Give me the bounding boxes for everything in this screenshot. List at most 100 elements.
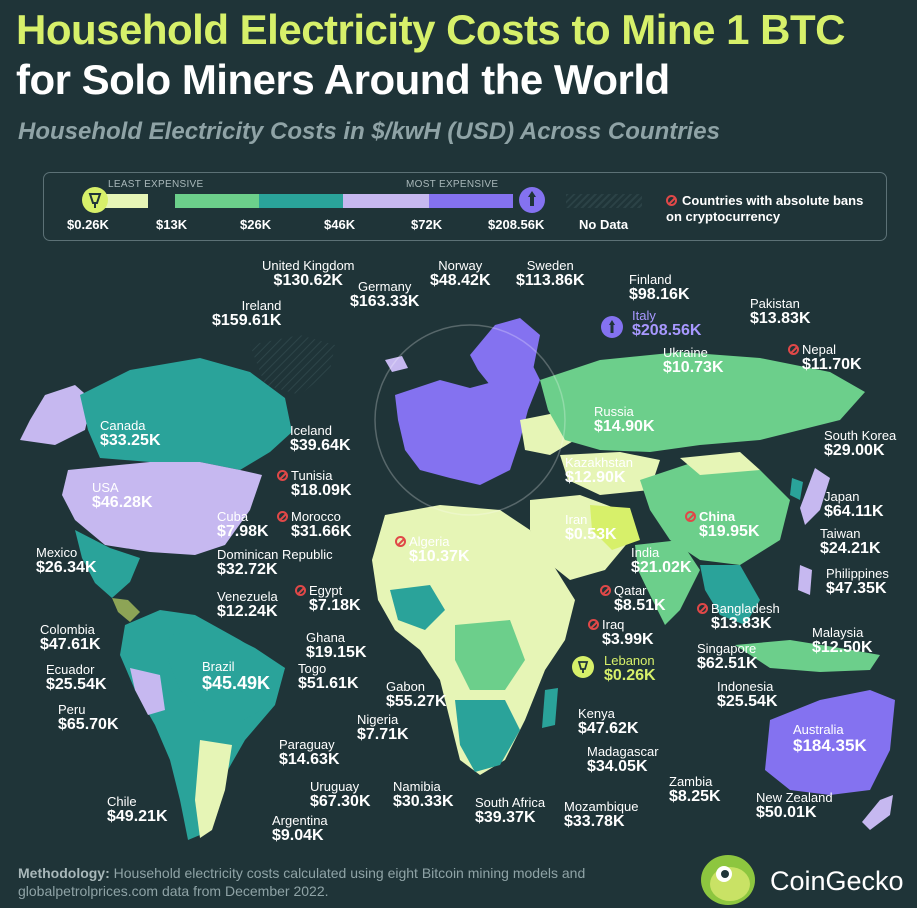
label-mozambique: Mozambique $33.78K <box>564 799 639 830</box>
label-namibia: Namibia $30.33K <box>393 779 454 810</box>
label-norway: Norway $48.42K <box>430 258 491 289</box>
label-japan: Japan $64.11K <box>824 489 884 520</box>
label-iraq: Iraq $3.99K <box>588 618 654 648</box>
title-line-2: for Solo Miners Around the World <box>16 56 670 103</box>
label-tunisia: Tunisia $18.09K <box>277 469 352 499</box>
methodology-note: Methodology: Household electricity costs… <box>18 864 718 900</box>
ban-icon <box>697 603 708 614</box>
label-china: China $19.95K <box>685 510 760 540</box>
label-qatar: Qatar $8.51K <box>600 584 666 614</box>
title-line-1: Household Electricity Costs to Mine 1 BT… <box>16 6 845 53</box>
legend-tick-5: $72K <box>411 217 443 232</box>
lebanon-low-icon <box>572 656 594 678</box>
label-venezuela: Venezuela $12.24K <box>217 589 278 620</box>
japan-shape <box>800 468 830 525</box>
label-indonesia: Indonesia $25.54K <box>717 679 778 710</box>
ban-icon <box>588 619 599 630</box>
legend-tick-3: $26K <box>240 217 272 232</box>
mongolia-shape <box>680 452 760 475</box>
legend-no-data-label: No Data <box>579 217 629 232</box>
label-zambia: Zambia $8.25K <box>669 774 721 805</box>
ban-icon <box>666 195 677 206</box>
label-algeria: Algeria $10.37K <box>395 535 470 565</box>
canada-shape <box>80 358 292 470</box>
gecko-icon <box>701 855 755 905</box>
brand-name: CoinGecko <box>770 866 904 896</box>
australia-shape <box>765 690 895 795</box>
label-uruguay: Uruguay $67.30K <box>310 779 371 810</box>
label-morocco: Morocco $31.66K <box>277 510 352 540</box>
label-new-zealand: New Zealand $50.01K <box>756 790 833 821</box>
label-usa: USA $46.28K <box>92 480 153 511</box>
label-dominican-republic: Dominican Republic $32.72K <box>217 547 333 578</box>
europe-zoom-circle <box>374 324 566 516</box>
label-russia: Russia $14.90K <box>594 404 655 435</box>
label-cuba: Cuba $7.98K <box>217 509 269 540</box>
ban-icon <box>788 344 799 355</box>
central-africa-shape <box>455 620 525 690</box>
label-iceland: Iceland $39.64K <box>290 423 351 454</box>
label-ghana: Ghana $19.15K <box>306 630 367 661</box>
methodology-text: Household electricity costs calculated u… <box>18 865 586 899</box>
most-expensive-marker-icon <box>519 187 545 213</box>
china-shape <box>640 460 790 565</box>
legend-swatch-3 <box>259 194 343 208</box>
label-australia: Australia $184.35K <box>793 722 867 755</box>
label-nepal: Nepal $11.70K <box>788 343 862 373</box>
label-colombia: Colombia $47.61K <box>40 622 101 653</box>
usa-shape <box>62 462 262 555</box>
peru-shape <box>130 668 165 715</box>
label-italy: Italy $208.56K <box>632 308 702 339</box>
legend-swatch-2 <box>175 194 259 208</box>
label-ukraine: Ukraine $10.73K <box>663 345 724 376</box>
india-shape <box>635 540 700 625</box>
label-peru: Peru $65.70K <box>58 702 119 733</box>
madagascar-shape <box>542 688 558 728</box>
southeast-asia-shape <box>700 565 760 625</box>
label-paraguay: Paraguay $14.63K <box>279 737 340 768</box>
label-egypt: Egypt $7.18K <box>295 584 361 614</box>
label-chile: Chile $49.21K <box>107 794 168 825</box>
legend-ban: Countries with absolute bans on cryptocu… <box>666 193 878 225</box>
label-united-kingdom: United Kingdom $130.62K <box>262 258 355 289</box>
label-south-africa: South Africa $39.37K <box>475 795 546 826</box>
new-zealand-shape <box>862 795 893 830</box>
legend-most-label: MOST EXPENSIVE <box>406 179 499 190</box>
central-america-shape <box>112 598 140 622</box>
ban-icon <box>395 536 406 547</box>
legend-tick-2: $13K <box>156 217 188 232</box>
label-kenya: Kenya $47.62K <box>578 706 639 737</box>
label-malaysia: Malaysia $12.50K <box>812 625 873 656</box>
europe-shape <box>395 360 540 485</box>
label-gabon: Gabon $55.27K <box>386 679 447 710</box>
legend-tick-4: $46K <box>324 217 356 232</box>
west-africa-shape <box>390 585 445 630</box>
label-philippines: Philippines $47.35K <box>826 566 889 597</box>
philippines-shape <box>798 565 812 595</box>
iran-shape <box>590 505 640 550</box>
brazil-shape <box>168 628 285 722</box>
label-ireland: Ireland $159.61K <box>212 298 282 329</box>
legend-tick-6: $208.56K <box>488 217 545 232</box>
iceland-shape <box>385 356 408 372</box>
label-pakistan: Pakistan $13.83K <box>750 296 811 327</box>
italy-high-icon <box>601 316 623 338</box>
label-canada: Canada $33.25K <box>100 418 161 449</box>
label-argentina: Argentina $9.04K <box>272 813 328 844</box>
label-brazil: Brazil $45.49K <box>202 659 271 693</box>
label-mexico: Mexico $26.34K <box>36 545 97 576</box>
legend-swatch-5 <box>429 194 513 208</box>
legend: LEAST EXPENSIVE MOST EXPENSIVE $0.26K $1… <box>43 172 887 241</box>
legend-ban-label: Countries with absolute bans on cryptocu… <box>666 193 864 224</box>
legend-least-label: LEAST EXPENSIVE <box>108 179 204 190</box>
coingecko-logo: CoinGecko <box>696 852 906 908</box>
alaska-shape <box>20 385 92 445</box>
label-madagascar: Madagascar $34.05K <box>587 744 659 775</box>
legend-no-data-swatch <box>566 194 642 208</box>
ban-icon <box>277 511 288 522</box>
least-expensive-marker-icon <box>82 187 108 213</box>
russia-shape <box>540 352 865 452</box>
ban-icon <box>685 511 696 522</box>
methodology-label: Methodology: <box>18 865 110 881</box>
uk-shape <box>403 395 418 422</box>
